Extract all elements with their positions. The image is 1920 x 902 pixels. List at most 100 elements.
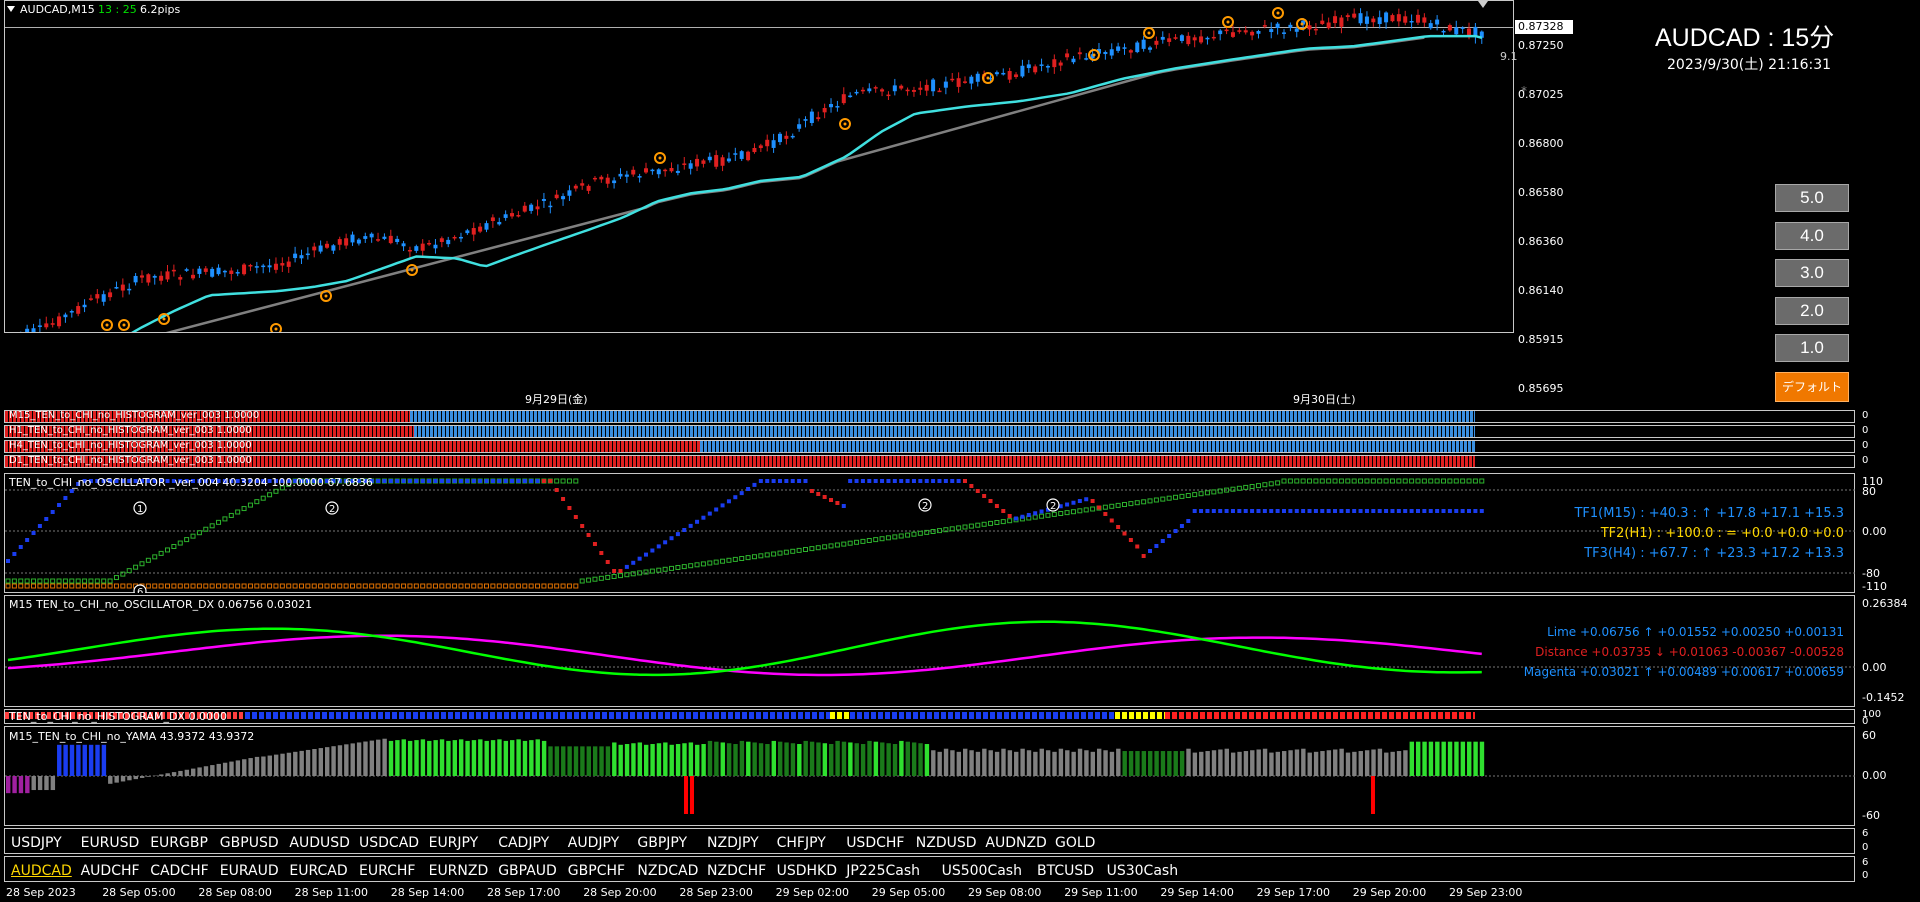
yama-bar [222, 762, 228, 776]
symbol-button-nzdchf[interactable]: NZDCHF [707, 863, 767, 879]
tf2-dot [101, 578, 107, 584]
yama-bar [108, 776, 113, 784]
tf1-dot [663, 540, 668, 545]
symbol-button-gbpaud[interactable]: GBPAUD [498, 863, 557, 879]
tf1-dot [924, 479, 929, 483]
tf1-dot [1479, 509, 1484, 513]
symbol-button-btcusd[interactable]: BTCUSD [1037, 863, 1095, 879]
yama-bar [943, 748, 949, 776]
tf2-dot [694, 562, 700, 568]
candle-body [433, 244, 438, 249]
tf3-dot [413, 583, 419, 589]
osc-signal-marker [918, 498, 932, 512]
chart-datetime-overlay: 2023/9/30(土) 21:16:31 [1667, 57, 1832, 73]
dx-axis-tick: -0.1452 [1862, 691, 1905, 704]
signal-marker-dot [324, 294, 328, 298]
tf2-dot [1421, 478, 1427, 484]
tf2-dot [145, 557, 151, 563]
candle-body [605, 177, 610, 184]
symbol-button-nzdcad[interactable]: NZDCAD [637, 863, 699, 879]
tf1-dot [797, 479, 802, 483]
spread-label: 6.2pips [140, 3, 181, 16]
tf3-dot [18, 583, 24, 589]
tf2-dot [126, 568, 132, 574]
time-tick: 28 Sep 14:00 [390, 886, 465, 899]
level-2-button[interactable]: 2.0 [1775, 297, 1849, 325]
symbol-button-eurjpy[interactable]: EURJPY [428, 835, 479, 851]
symbol-button-gold[interactable]: GOLD [1055, 835, 1096, 851]
yama-bar [695, 744, 700, 776]
candle-body [963, 81, 967, 83]
symbol-button-audjpy[interactable]: AUDJPY [567, 835, 620, 851]
symbol-button-us500cash[interactable]: US500Cash [941, 863, 1022, 879]
tf2-dot [177, 540, 183, 546]
symbol-button-gbpusd[interactable]: GBPUSD [219, 835, 279, 851]
yama-bar [82, 744, 87, 776]
yama-bar [1141, 751, 1147, 776]
symbol-button-audchf[interactable]: AUDCHF [80, 863, 140, 879]
tf3-dot [158, 583, 164, 589]
symbol-button-chfjpy[interactable]: CHFJPY [776, 835, 826, 851]
main-price-panel[interactable] [4, 0, 1514, 333]
osc-signal-number: 1 [137, 504, 143, 515]
yama-bar [369, 740, 375, 776]
symbol-button-euraud[interactable]: EURAUD [219, 863, 279, 879]
tf1-dot [1116, 525, 1121, 529]
default-button[interactable]: デフォルト [1775, 372, 1849, 402]
candle-body [484, 223, 489, 230]
tf2-dot [1134, 500, 1140, 506]
symbol-button-audnzd[interactable]: AUDNZD [985, 835, 1047, 851]
symbol-button-gbpjpy[interactable]: GBPJPY [637, 835, 688, 851]
symbol-button-usdjpy[interactable]: USDJPY [11, 835, 62, 851]
symbol-button-audusd[interactable]: AUDUSD [289, 835, 350, 851]
candle-body [758, 145, 763, 149]
candle-body [561, 196, 566, 200]
symbol-button-us30cash[interactable]: US30Cash [1106, 863, 1179, 879]
candle-body [1179, 35, 1184, 41]
symbol-button-cadjpy[interactable]: CADJPY [498, 835, 550, 851]
symbol-button-nzdusd[interactable]: NZDUSD [915, 835, 977, 851]
tf1-dot [1447, 509, 1452, 513]
tf1-dot [733, 495, 738, 500]
candle-body [618, 173, 623, 177]
symbol-button-audcad[interactable]: AUDCAD [11, 863, 72, 879]
symbol-button-usdhkd[interactable]: USDHKD [776, 863, 837, 879]
date-marker: 9月30日(土) [1293, 393, 1356, 406]
symbol-button-eurusd[interactable]: EURUSD [80, 835, 140, 851]
symbol-button-eurcad[interactable]: EURCAD [289, 863, 348, 879]
yama-bar [165, 773, 170, 776]
histogram-dx-panel[interactable] [4, 709, 1855, 724]
tf3-dot [94, 583, 100, 589]
symbol-button-usdchf[interactable]: USDCHF [846, 835, 905, 851]
signal-marker-dot [1226, 20, 1230, 24]
symbol-button-nzdjpy[interactable]: NZDJPY [707, 835, 759, 851]
tf2-dot [892, 534, 898, 540]
level-5-button[interactable]: 5.0 [1775, 184, 1849, 212]
candle-body [1282, 32, 1286, 34]
level-3-button[interactable]: 3.0 [1775, 259, 1849, 287]
chart-menu-triangle-icon[interactable] [7, 6, 15, 12]
symbol-button-eurchf[interactable]: EURCHF [359, 863, 416, 879]
current-price-tag [1515, 20, 1573, 34]
symbol-button-eurgbp[interactable]: EURGBP [150, 835, 208, 851]
symbol-button-usdcad[interactable]: USDCAD [359, 835, 420, 851]
symbol-button-jp225cash[interactable]: JP225Cash [846, 863, 921, 879]
tf2-dot [1300, 478, 1306, 484]
symbol-button-cadchf[interactable]: CADCHF [150, 863, 209, 879]
candle-body [497, 221, 502, 225]
shift-marker-icon[interactable] [1478, 1, 1488, 8]
candle-body [650, 169, 655, 172]
tf1-dot [1288, 509, 1293, 513]
oscillator-panel[interactable] [4, 473, 1855, 593]
symbol-button-gbpchf[interactable]: GBPCHF [567, 863, 626, 879]
candle-body [286, 261, 291, 267]
tf1-dot [860, 479, 865, 483]
level-4-button[interactable]: 4.0 [1775, 222, 1849, 250]
yama-bar [484, 740, 489, 776]
dx-panel[interactable] [4, 595, 1855, 707]
tf2-dot [994, 520, 1000, 525]
level-1-button[interactable]: 1.0 [1775, 334, 1849, 362]
yama-axis-tick: -60 [1862, 809, 1880, 822]
symbol-button-eurnzd[interactable]: EURNZD [428, 863, 489, 879]
tf2-dot [1179, 493, 1185, 499]
